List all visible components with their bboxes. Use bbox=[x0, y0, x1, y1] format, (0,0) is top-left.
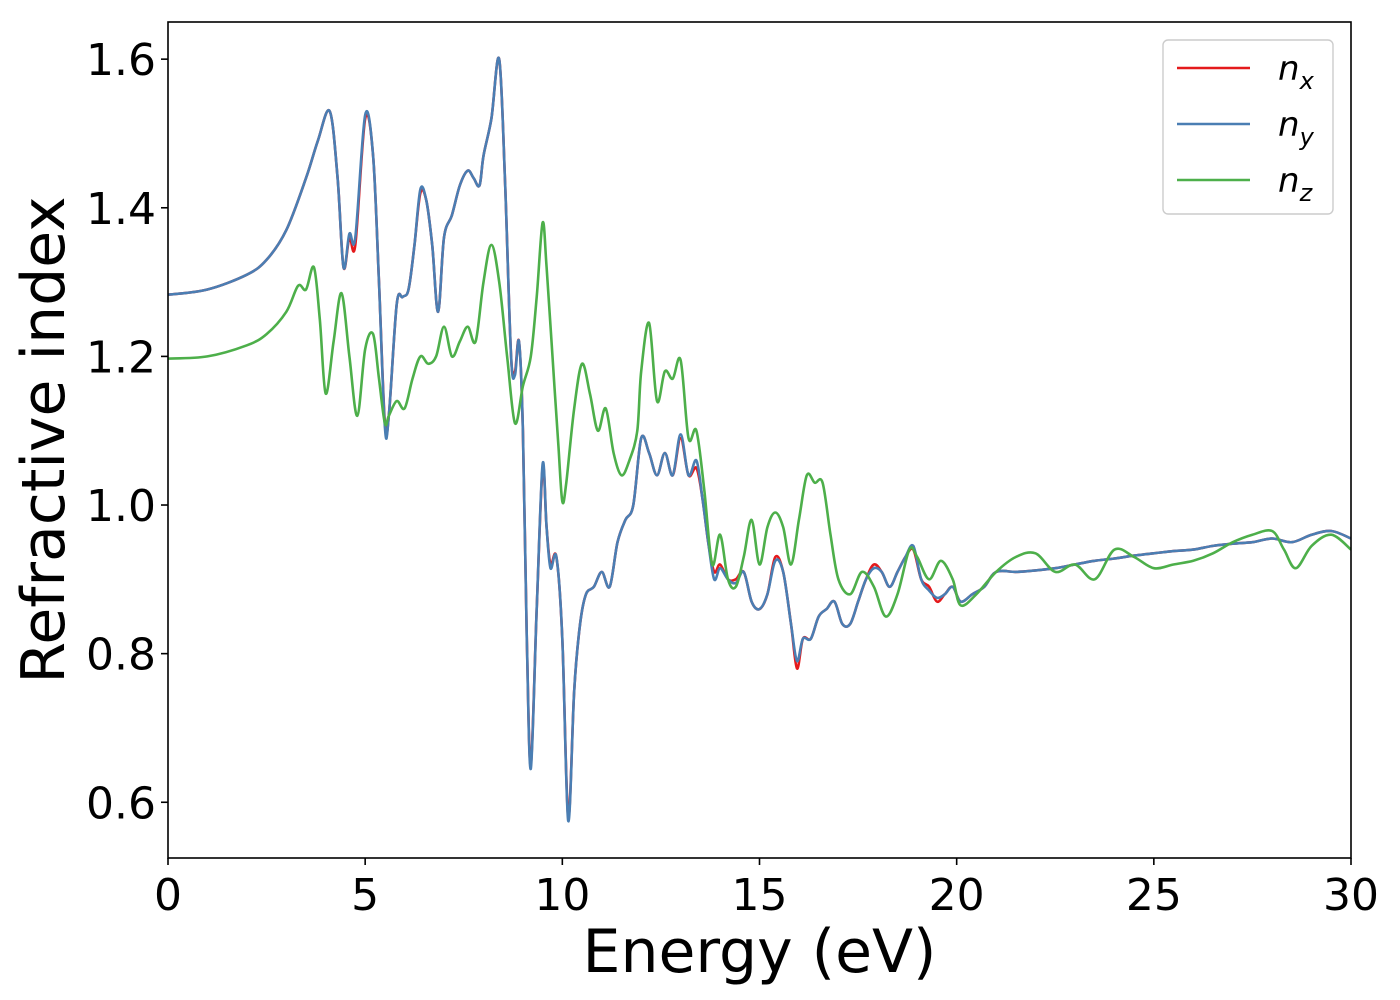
y-tick-label: 1.6 bbox=[86, 35, 156, 86]
y-tick-label: 1.2 bbox=[86, 332, 156, 383]
y-tick-label: 0.8 bbox=[86, 630, 156, 681]
series-layer bbox=[168, 56, 1351, 823]
y-axis-title: Refractive index bbox=[9, 196, 79, 683]
legend-label-y: ny bbox=[1278, 105, 1315, 151]
y-axis-ticks: 0.6 0.8 1.0 1.2 1.4 1.6 bbox=[86, 35, 168, 829]
x-tick-label: 15 bbox=[732, 870, 788, 921]
x-tick-label: 30 bbox=[1323, 870, 1379, 921]
x-axis-title: Energy (eV) bbox=[583, 917, 937, 987]
legend: nx ny nz bbox=[1162, 39, 1334, 215]
y-tick-label: 0.6 bbox=[86, 778, 156, 829]
x-tick-label: 5 bbox=[351, 870, 379, 921]
x-tick-label: 10 bbox=[534, 870, 590, 921]
x-tick-label: 0 bbox=[154, 870, 182, 921]
y-tick-label: 1.4 bbox=[86, 184, 156, 235]
x-tick-label: 25 bbox=[1126, 870, 1182, 921]
series-line-z bbox=[168, 220, 1351, 618]
x-tick-label: 20 bbox=[929, 870, 985, 921]
legend-box bbox=[1162, 39, 1334, 215]
y-tick-label: 1.0 bbox=[86, 481, 156, 532]
legend-label-x: nx bbox=[1278, 49, 1315, 95]
legend-label-z: nz bbox=[1278, 161, 1314, 207]
x-axis-ticks: 0 5 10 15 20 25 30 bbox=[154, 858, 1379, 921]
